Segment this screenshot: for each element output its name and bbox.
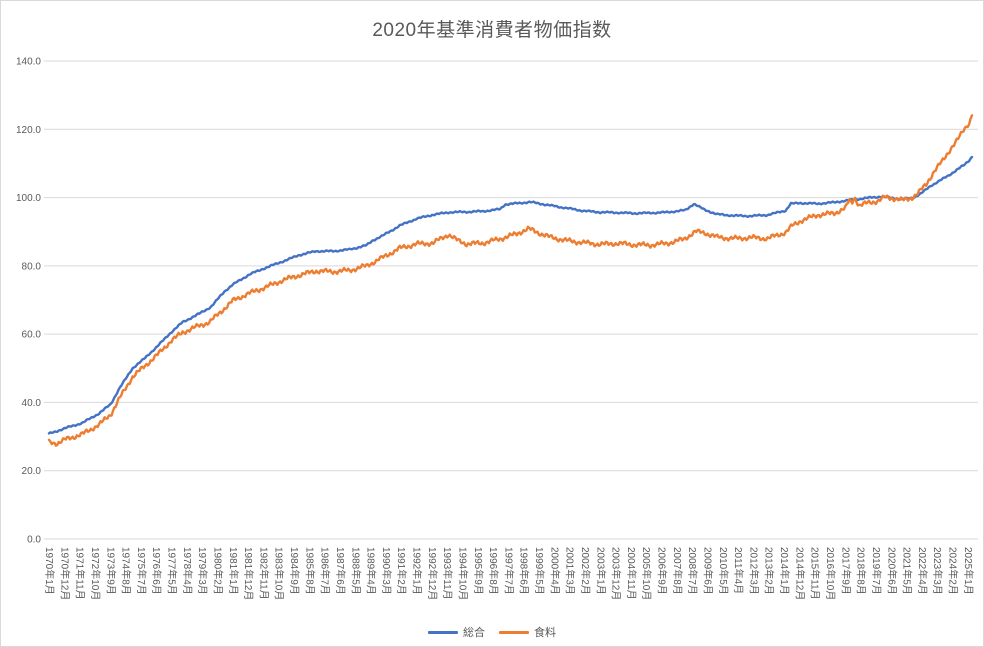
y-tick-label: 80.0 (22, 261, 42, 272)
x-tick-label: 2000年4月 (548, 547, 561, 595)
x-tick-label: 1995年9月 (472, 547, 485, 595)
x-tick-label: 1980年2月 (212, 547, 225, 595)
x-tick-label: 1988年5月 (349, 547, 362, 595)
x-tick-label: 1991年2月 (395, 547, 408, 595)
x-tick-label: 2012年3月 (747, 547, 760, 595)
x-tick-label: 1982年11月 (257, 547, 270, 600)
y-tick-label: 20.0 (22, 466, 42, 477)
x-tick-label: 2013年2月 (763, 547, 776, 595)
x-tick-label: 2003年12月 (610, 547, 623, 600)
legend-item-sogo[interactable]: 総合 (428, 624, 485, 640)
x-tick-label: 1981年1月 (227, 547, 240, 595)
x-tick-label: 1973年9月 (104, 547, 117, 595)
x-tick-label: 2011年4月 (732, 547, 745, 594)
x-tick-label: 2015年11月 (809, 547, 822, 600)
x-tick-label: 2025年1月 (962, 547, 975, 595)
x-tick-label: 2022年4月 (916, 547, 929, 595)
x-tick-label: 2005年10月 (640, 547, 653, 600)
x-tick-label: 2014年1月 (778, 547, 791, 595)
x-tick-label: 1979年3月 (196, 547, 209, 595)
x-tick-label: 1985年8月 (303, 547, 316, 595)
x-tick-label: 1994年10月 (457, 547, 470, 600)
x-tick-label: 2017年9月 (839, 547, 852, 595)
y-tick-label: 100.0 (16, 193, 41, 204)
y-tick-label: 60.0 (22, 330, 42, 341)
x-tick-label: 1989年4月 (365, 547, 378, 595)
x-tick-label: 1999年5月 (533, 547, 546, 595)
x-tick-label: 2019年7月 (870, 547, 883, 595)
legend-label-shokuryo: 食料 (534, 627, 556, 639)
x-tick-label: 2020年6月 (885, 547, 898, 595)
x-tick-label: 1978年4月 (181, 547, 194, 595)
x-tick-label: 1992年12月 (426, 547, 439, 600)
x-tick-label: 2016年10月 (824, 547, 837, 600)
x-tick-label: 2009年6月 (702, 547, 715, 595)
x-tick-label: 1992年1月 (411, 547, 424, 595)
x-tick-label: 1983年10月 (273, 547, 286, 600)
x-tick-label: 1981年12月 (242, 547, 255, 600)
x-tick-label: 1987年6月 (334, 547, 347, 595)
legend-line-swatch-sogo (428, 630, 458, 634)
x-tick-label: 2024年2月 (947, 547, 960, 595)
y-tick-label: 0.0 (27, 535, 41, 546)
x-tick-label: 1977年5月 (166, 547, 179, 595)
x-tick-label: 2008年7月 (686, 547, 699, 595)
x-tick-label: 2023年3月 (931, 547, 944, 595)
x-tick-label: 2004年11月 (625, 547, 638, 600)
x-tick-label: 1990年3月 (380, 547, 393, 595)
x-tick-label: 2006年9月 (656, 547, 669, 595)
x-tick-label: 2010年5月 (717, 547, 730, 595)
y-tick-label: 140.0 (16, 57, 41, 68)
x-tick-label: 2018年8月 (855, 547, 868, 595)
series-line-総合[interactable] (47, 155, 974, 435)
x-tick-label: 1984年9月 (288, 547, 301, 595)
chart-title: 2020年基準消費者物価指数 (372, 20, 612, 41)
x-tick-label: 1993年11月 (441, 547, 454, 600)
x-tick-label: 1970年12月 (58, 547, 71, 600)
x-tick-label: 1976年6月 (150, 547, 163, 595)
x-tick-label: 1996年8月 (487, 547, 500, 595)
legend-label-sogo: 総合 (463, 627, 485, 639)
legend-item-shokuryo[interactable]: 食料 (499, 624, 556, 640)
x-tick-label: 1998年6月 (518, 547, 531, 595)
x-tick-label: 1974年8月 (120, 547, 133, 595)
x-tick-label: 2003年1月 (594, 547, 607, 595)
x-tick-label: 1972年10月 (89, 547, 102, 600)
y-tick-label: 40.0 (22, 398, 42, 409)
x-tick-label: 2014年12月 (793, 547, 806, 600)
y-tick-label: 120.0 (16, 125, 41, 136)
x-tick-label: 2002年2月 (579, 547, 592, 595)
legend-line-swatch-shokuryo (499, 630, 529, 634)
x-tick-label: 2007年8月 (671, 547, 684, 595)
x-tick-label: 1970年1月 (43, 547, 56, 595)
legend: 総合 食料 (1, 624, 983, 640)
x-tick-label: 2021年5月 (901, 547, 914, 595)
x-tick-label: 1975年7月 (135, 547, 148, 595)
x-tick-label: 1997年7月 (502, 547, 515, 595)
x-tick-label: 2001年3月 (564, 547, 577, 595)
x-tick-label: 1986年7月 (319, 547, 332, 595)
x-tick-label: 1971年11月 (74, 547, 87, 600)
series-line-食料[interactable] (47, 114, 974, 447)
